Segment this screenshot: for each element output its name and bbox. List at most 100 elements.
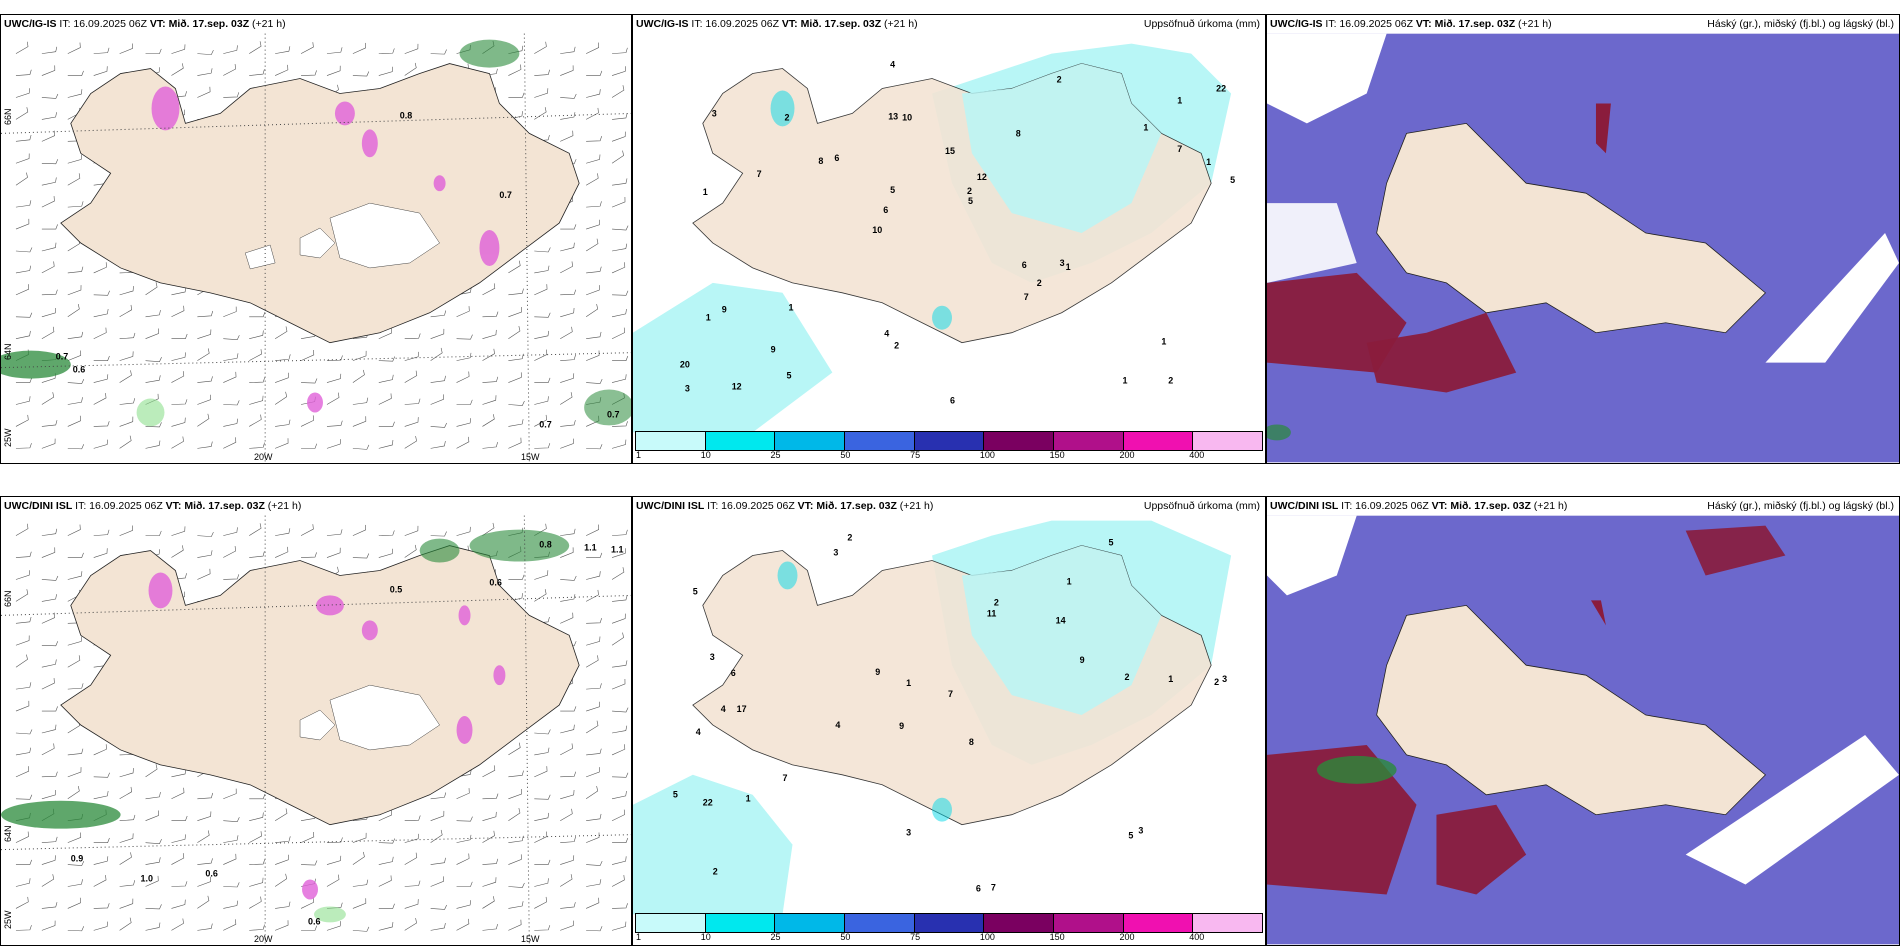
- wind-barb: [249, 311, 266, 318]
- wind-barb: [378, 48, 395, 54]
- wind-barb: [508, 307, 522, 318]
- wind-barb: [41, 224, 58, 230]
- wind-barb: [534, 570, 549, 580]
- wind-value-label: 1.1: [584, 543, 596, 553]
- wind-barb: [560, 93, 577, 99]
- wind-barb: [15, 377, 32, 383]
- precip-value-label: 1: [1168, 674, 1173, 684]
- wind-barb: [41, 528, 58, 536]
- wind-barb: [15, 218, 30, 230]
- wind-barb: [93, 875, 107, 887]
- wind-barb: [456, 306, 470, 318]
- wind-barb: [15, 396, 31, 405]
- wind-barb: [119, 814, 136, 822]
- wind-barb: [41, 743, 55, 756]
- colorbar-swatch: [1123, 914, 1194, 932]
- wind-barb: [145, 764, 158, 778]
- wind-barb: [612, 725, 628, 734]
- colorbar-label: 200: [1119, 932, 1135, 942]
- wind-barb: [326, 355, 343, 361]
- lon-tick: 25W: [3, 910, 13, 929]
- wind-barb: [197, 858, 213, 865]
- wind-barb: [430, 422, 447, 428]
- wind-barb: [378, 903, 395, 909]
- wind-barb: [404, 918, 417, 931]
- precip-value-label: 4: [721, 704, 726, 714]
- wind-barb: [15, 635, 30, 646]
- wind-value-label: 1.0: [141, 874, 153, 884]
- wind-barb: [404, 525, 419, 536]
- precip-value-label: 2: [785, 112, 790, 122]
- wind-barb: [93, 308, 109, 318]
- colorbar-label: 10: [700, 932, 711, 942]
- colorbar-swatch: [1193, 432, 1263, 450]
- wind-barb: [560, 373, 575, 383]
- wind-barb: [534, 859, 551, 865]
- wind-barb: [93, 327, 107, 339]
- wind-barb: [15, 134, 32, 142]
- wind-barb: [352, 553, 370, 559]
- wind-barb: [300, 42, 314, 54]
- wind-barb: [456, 900, 472, 909]
- colorbar-swatches: [635, 431, 1263, 451]
- wind-barb: [15, 414, 29, 427]
- precip-value-label: 1: [746, 794, 751, 804]
- wind-barb: [612, 837, 629, 843]
- wind-barb: [430, 857, 446, 865]
- wind-barb: [223, 546, 236, 558]
- precip-value-label: 2: [1057, 74, 1062, 84]
- precip-value-label: 7: [1024, 292, 1029, 302]
- wind-barb: [534, 729, 551, 735]
- wind-barb: [119, 43, 133, 54]
- wind-barb: [119, 898, 134, 909]
- precip-value-label: 12: [732, 382, 742, 392]
- wind-barb: [223, 817, 240, 823]
- wind-barb: [508, 288, 524, 296]
- wind-barb: [197, 550, 213, 558]
- panel-title: UWC/IG-IS IT: 16.09.2025 06Z VT: Mið. 17…: [636, 18, 918, 30]
- wind-barb: [197, 86, 211, 98]
- colorbar-swatch: [775, 432, 846, 450]
- wind-barb: [611, 809, 625, 821]
- precip-value-label: 20: [680, 360, 690, 370]
- precip-value-label: 13: [888, 111, 898, 121]
- wind-barb: [119, 917, 132, 931]
- wind-barb: [326, 547, 341, 558]
- wind-barb: [15, 747, 31, 756]
- panel-title: UWC/IG-IS IT: 16.09.2025 06Z VT: Mið. 17…: [4, 18, 286, 30]
- wind-barb: [41, 612, 55, 624]
- wind-barb: [301, 925, 318, 931]
- wind-barb: [275, 854, 289, 865]
- wind-barb: [456, 918, 470, 931]
- wind-value-label: 0.7: [607, 409, 619, 419]
- wind-barb: [275, 528, 291, 536]
- wind-barb: [612, 47, 628, 54]
- wind-barb: [67, 786, 80, 800]
- precip-value-label: 1: [906, 678, 911, 688]
- wind-barb: [145, 440, 161, 449]
- panel-dini-cloud: UWC/DINI ISL IT: 16.09.2025 06Z VT: Mið.…: [1266, 496, 1900, 946]
- wind-barb: [15, 616, 32, 624]
- wind-barb: [197, 413, 210, 427]
- wind-barb: [67, 571, 83, 580]
- wind-barb: [249, 395, 264, 405]
- wind-barb: [482, 765, 496, 778]
- wind-barb: [249, 551, 265, 558]
- wind-barb: [560, 771, 577, 778]
- wind-barb: [223, 574, 240, 580]
- precip-value-label: 8: [1016, 128, 1021, 138]
- wind-barb: [197, 441, 213, 449]
- panel-right-title: Uppsöfnuð úrkoma (mm): [1143, 18, 1260, 30]
- wind-barb: [585, 238, 599, 252]
- precip-value-label: 8: [818, 156, 823, 166]
- wind-barb: [41, 177, 57, 186]
- wind-barb: [456, 334, 473, 340]
- wind-barb: [586, 266, 602, 274]
- wind-barb: [560, 438, 574, 449]
- wind-barb: [586, 879, 602, 887]
- wind-barb: [430, 829, 443, 843]
- wind-barb: [534, 589, 547, 602]
- wind-barb: [41, 902, 58, 909]
- wind-barb: [508, 807, 521, 821]
- wind-barb: [67, 655, 81, 668]
